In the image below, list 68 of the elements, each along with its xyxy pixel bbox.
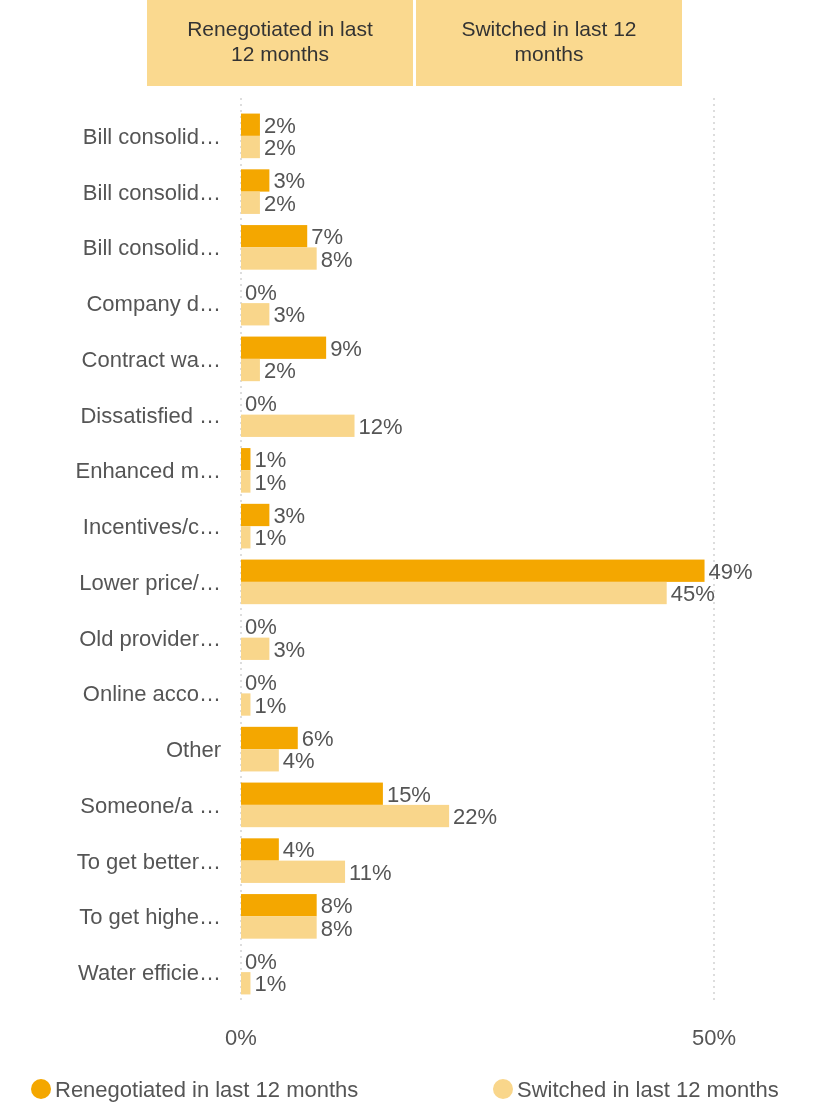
data-label: 0% xyxy=(245,948,277,974)
data-label: 3% xyxy=(273,502,306,528)
bar xyxy=(241,336,327,359)
text: Renegotiated in last 12 months xyxy=(187,17,373,65)
bar xyxy=(241,191,260,214)
y-tick-label: Bill consolid… xyxy=(82,235,221,261)
data-label: 2% xyxy=(263,135,296,161)
bar xyxy=(241,470,251,493)
data-label: 1% xyxy=(254,525,287,551)
bar xyxy=(241,358,260,382)
data-label: 0% xyxy=(245,391,277,417)
data-label: 4% xyxy=(282,748,315,774)
bar xyxy=(241,113,260,136)
data-label: 2% xyxy=(263,112,296,138)
data-label: 3% xyxy=(273,302,306,328)
data-label: 45% xyxy=(670,581,715,607)
bar xyxy=(241,503,270,527)
bar xyxy=(241,559,705,582)
y-tick-label: Water efficie… xyxy=(77,960,221,986)
y-tick-label: Online acco… xyxy=(82,681,221,707)
y-tick-label: Lower price/… xyxy=(79,569,221,595)
x-tick-label: 50% xyxy=(691,1025,737,1050)
y-tick-label: Incentives/c… xyxy=(82,514,221,540)
data-label: 15% xyxy=(386,781,431,807)
y-tick-label: Dissatisfied … xyxy=(80,402,221,428)
y-tick-label: Old provider… xyxy=(79,625,221,651)
bar xyxy=(241,526,251,549)
y-tick-label: Contract wa… xyxy=(81,346,221,372)
bar xyxy=(241,782,383,805)
bar xyxy=(241,581,667,605)
bar xyxy=(241,135,260,159)
bar xyxy=(241,448,251,471)
bar xyxy=(241,247,317,270)
bar xyxy=(241,303,270,326)
bar xyxy=(241,726,298,750)
data-label: 0% xyxy=(245,279,277,305)
data-label: 6% xyxy=(301,725,334,751)
bar xyxy=(241,916,317,939)
bar xyxy=(241,693,251,716)
data-label: 9% xyxy=(330,335,362,361)
data-label: 11% xyxy=(349,859,392,885)
data-label: 12% xyxy=(358,413,403,439)
bar xyxy=(241,225,308,248)
bar xyxy=(241,804,450,828)
y-tick-label: Other xyxy=(165,737,221,763)
y-tick-label: Someone/a … xyxy=(80,792,221,818)
bar xyxy=(241,169,270,192)
y-tick-label: To get highe… xyxy=(79,904,221,930)
y-tick-label: Company d… xyxy=(86,291,221,317)
data-label: 22% xyxy=(453,804,498,830)
y-tick-label: Bill consolid… xyxy=(82,123,221,149)
data-label: 49% xyxy=(708,558,753,584)
bar xyxy=(241,414,355,437)
text: Switched in last 12 months xyxy=(461,17,637,65)
bar xyxy=(241,894,317,917)
bar xyxy=(241,749,279,772)
y-tick-label: To get better… xyxy=(76,848,221,874)
bar xyxy=(241,972,251,995)
y-tick-label: Bill consolid… xyxy=(82,179,221,205)
data-label: 4% xyxy=(282,837,315,863)
legend-label: Switched in last 12 months xyxy=(517,1077,779,1102)
data-label: 2% xyxy=(263,358,296,384)
bar xyxy=(241,637,270,660)
data-label: 1% xyxy=(254,971,287,997)
bar xyxy=(241,860,346,883)
y-tick-label: Enhanced m… xyxy=(75,458,221,484)
legend-label: Renegotiated in last 12 months xyxy=(55,1077,359,1102)
bar xyxy=(241,838,279,861)
